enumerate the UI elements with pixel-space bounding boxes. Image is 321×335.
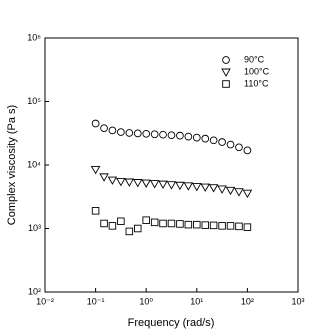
data-point	[218, 138, 226, 146]
data-point	[193, 220, 201, 229]
data-point	[133, 129, 142, 138]
x-tick-label: 10⁰	[139, 296, 153, 306]
data-point	[149, 180, 160, 189]
data-point	[209, 136, 218, 145]
data-point	[184, 132, 193, 141]
data-point	[142, 216, 150, 224]
legend-label: 110°C	[244, 78, 269, 88]
x-tick-label: 10³	[291, 296, 304, 306]
data-point	[184, 220, 193, 229]
data-point	[226, 222, 235, 230]
data-point	[200, 183, 211, 192]
data-point	[235, 143, 243, 152]
data-point	[209, 221, 218, 230]
data-point	[176, 220, 184, 228]
data-point	[208, 184, 219, 193]
legend-label: 90°C	[244, 54, 265, 64]
data-point	[90, 166, 101, 175]
data-point	[176, 131, 184, 140]
x-tick-label: 10²	[241, 296, 254, 306]
y-tick-label: 10⁶	[27, 32, 41, 42]
data-point	[159, 219, 167, 228]
data-point	[107, 176, 118, 185]
data-point	[234, 188, 244, 197]
data-point	[99, 173, 109, 182]
data-point	[201, 134, 210, 143]
data-point	[243, 223, 252, 231]
data-point	[192, 182, 202, 192]
data-point	[108, 126, 117, 135]
data-point	[201, 221, 210, 229]
data-point	[225, 186, 236, 196]
data-point	[159, 130, 167, 139]
data-point	[235, 222, 243, 231]
legend-marker	[222, 56, 230, 64]
data-point	[117, 128, 125, 136]
data-point	[91, 207, 100, 215]
data-point	[158, 180, 168, 190]
y-tick-label: 10⁵	[27, 96, 41, 106]
y-tick-label: 10⁴	[27, 159, 41, 169]
legend-marker	[222, 80, 230, 88]
data-point	[166, 181, 177, 190]
data-point	[175, 181, 185, 191]
data-point	[218, 222, 226, 230]
data-point	[167, 219, 176, 228]
x-axis-label: Frequency (rad/s)	[128, 317, 215, 329]
data-point	[108, 222, 117, 230]
data-point	[226, 140, 235, 149]
legend-label: 100°C	[244, 66, 270, 76]
data-point	[124, 178, 135, 187]
data-point	[142, 129, 151, 138]
data-point	[134, 224, 142, 233]
data-point	[150, 218, 159, 227]
data-point	[100, 124, 108, 133]
legend-marker	[221, 68, 231, 77]
data-point	[192, 133, 201, 142]
x-tick-label: 10⁻¹	[87, 296, 105, 306]
data-point	[100, 219, 108, 228]
data-point	[125, 129, 134, 137]
x-tick-label: 10⁻²	[36, 296, 54, 306]
data-point	[167, 131, 176, 140]
data-point	[150, 130, 159, 139]
data-point	[242, 189, 253, 199]
data-point	[243, 146, 252, 155]
data-point	[125, 227, 134, 236]
x-tick-label: 10¹	[190, 296, 203, 306]
y-tick-label: 10³	[28, 223, 41, 233]
y-axis-label: Complex viscosity (Pa s)	[6, 105, 18, 225]
data-point	[117, 217, 125, 226]
data-point	[141, 179, 151, 188]
data-point	[132, 179, 143, 188]
data-point	[217, 185, 227, 194]
data-point	[91, 119, 100, 128]
y-tick-label: 10²	[28, 286, 41, 296]
data-point	[116, 178, 126, 187]
data-point	[183, 182, 194, 191]
